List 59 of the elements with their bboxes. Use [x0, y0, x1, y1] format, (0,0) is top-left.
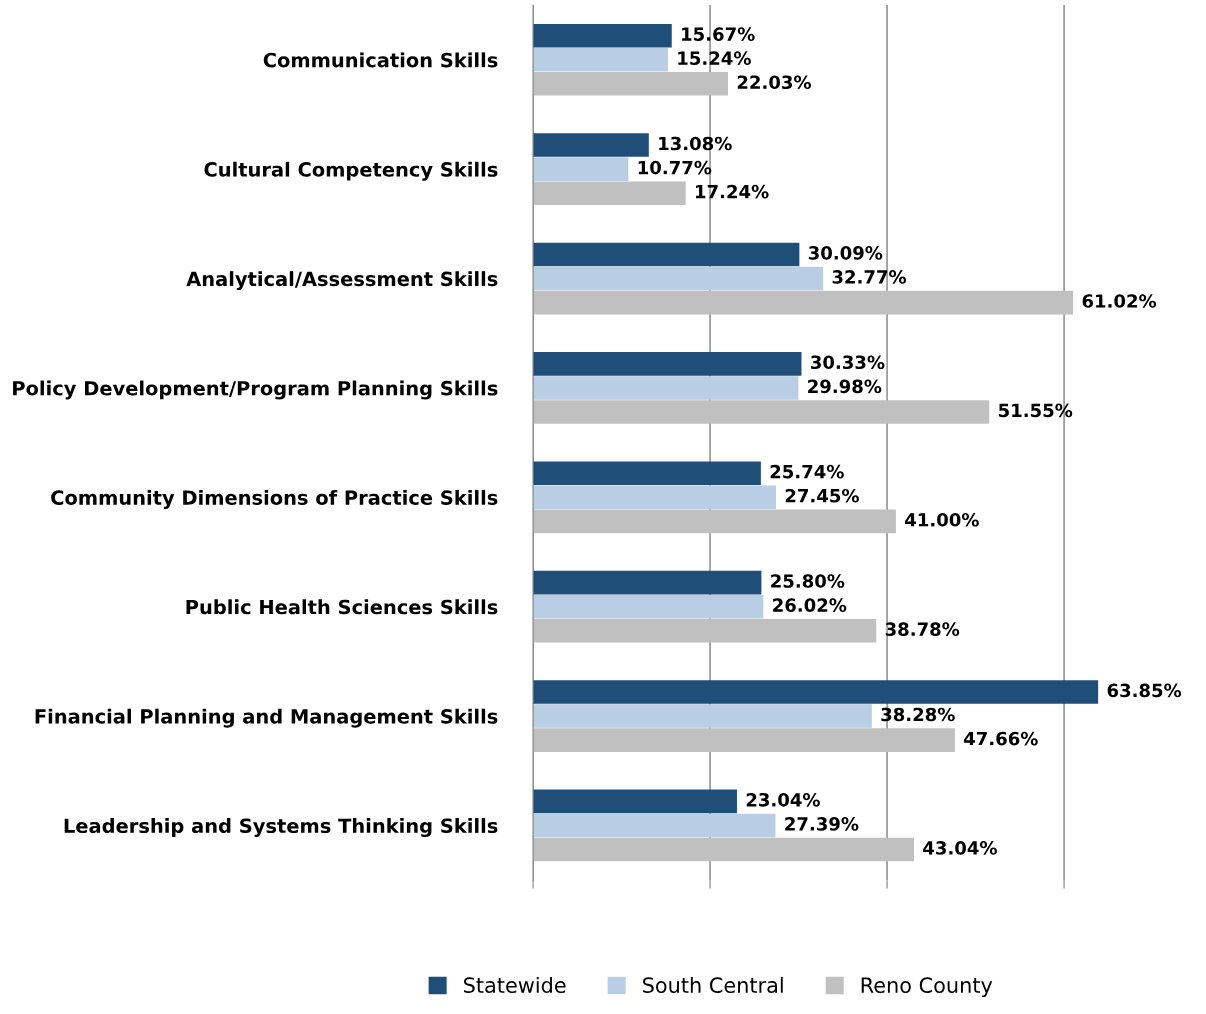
bar [533, 704, 872, 728]
bar [533, 509, 896, 534]
data-label: 25.80% [771, 574, 845, 588]
bar [533, 813, 776, 838]
legend-label: South Central [643, 976, 783, 993]
bar [533, 400, 990, 424]
data-label: 47.66% [964, 731, 1038, 746]
data-label: 25.74% [770, 464, 844, 479]
legend-label: Reno County [861, 977, 993, 998]
data-label: 27.39% [785, 817, 859, 831]
y-tick-label: Policy Development/Program Planning Skills [13, 380, 498, 400]
data-label: 30.09% [808, 246, 883, 260]
data-label: 63.85% [1107, 683, 1182, 698]
data-label: 15.24% [678, 51, 751, 65]
bar [533, 181, 686, 205]
data-label: 29.98% [808, 379, 882, 394]
data-label: 17.24% [696, 184, 769, 199]
bar [533, 570, 762, 595]
bar [533, 352, 802, 376]
bar [533, 23, 672, 48]
bar [533, 789, 737, 814]
y-tick-label: Community Dimensions of Practice Skills [51, 489, 498, 509]
bar [533, 157, 629, 181]
data-label: 30.33% [811, 355, 885, 370]
bar [533, 266, 824, 291]
y-tick-label: Public Health Sciences Skills [186, 599, 498, 615]
y-tick-label: Communication Skills [263, 52, 498, 68]
y-tick-label: Leadership and Systems Thinking Skills [64, 818, 498, 838]
bar [533, 72, 729, 96]
y-tick-label: Cultural Competency Skills [204, 161, 498, 181]
bar [533, 376, 799, 400]
data-label: 10.77% [638, 160, 712, 175]
bar [533, 290, 1074, 315]
data-label: 22.03% [737, 75, 811, 90]
bar [533, 594, 764, 619]
data-label: 13.08% [659, 136, 732, 151]
bar [533, 242, 800, 267]
legend-label: Statewide [464, 976, 566, 993]
data-label: 51.55% [999, 403, 1073, 418]
y-tick-label: Financial Planning and Management Skills [35, 708, 498, 728]
data-label: 43.04% [923, 841, 997, 855]
y-tick-label: Analytical/Assessment Skills [186, 271, 498, 291]
data-label: 38.28% [881, 707, 955, 722]
bar [533, 728, 955, 752]
bar [533, 485, 776, 510]
data-label: 15.67% [682, 27, 755, 41]
data-label: 23.04% [746, 792, 820, 807]
data-label: 61.02% [1082, 294, 1157, 308]
bar [533, 680, 1099, 704]
bar [533, 133, 649, 157]
bar [533, 618, 877, 643]
data-label: 26.02% [773, 598, 847, 612]
bar [533, 461, 761, 486]
bar [533, 837, 914, 862]
data-label: 41.00% [905, 512, 979, 527]
data-label: 32.77% [832, 270, 907, 284]
bar [533, 47, 668, 72]
data-label: 38.78% [885, 622, 960, 636]
data-label: 27.45% [785, 488, 859, 503]
